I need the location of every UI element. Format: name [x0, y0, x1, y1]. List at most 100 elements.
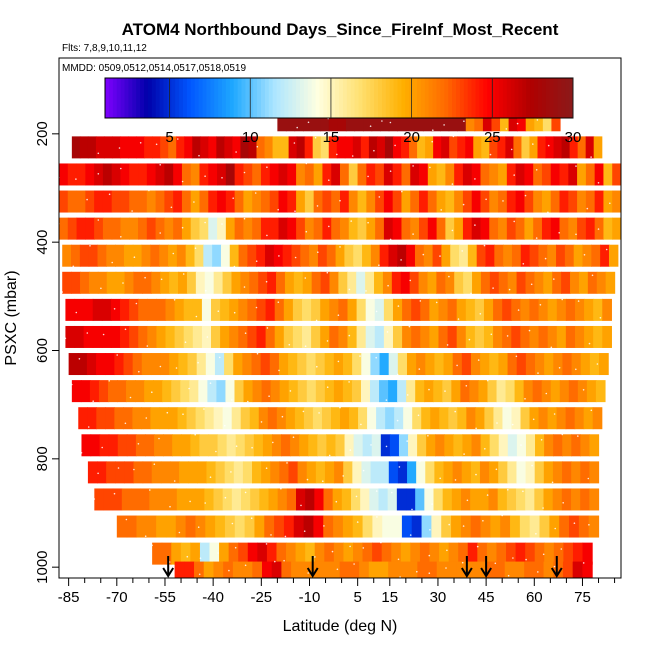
track-point: [428, 388, 430, 391]
heatmap-cell: [261, 561, 273, 578]
heatmap-cell: [434, 353, 445, 376]
heatmap-cell: [362, 244, 372, 267]
heatmap-cell: [159, 244, 169, 267]
colorbar-segment: [155, 78, 161, 118]
track-point: [387, 284, 389, 287]
heatmap-cell: [478, 380, 489, 403]
heatmap-cell: [498, 217, 508, 240]
heatmap-cell: [449, 136, 458, 159]
track-point: [307, 572, 310, 574]
heatmap-cell: [494, 244, 504, 267]
heatmap-cell: [525, 353, 536, 376]
heatmap-cell: [368, 561, 380, 578]
heatmap-cell: [376, 136, 386, 159]
heatmap-cell: [167, 488, 178, 511]
heatmap-cell: [352, 353, 362, 376]
track-point: [177, 138, 179, 140]
track-point: [194, 247, 197, 249]
heatmap-cell: [313, 190, 324, 213]
heatmap-cell: [358, 407, 368, 430]
track-point: [562, 502, 564, 504]
track-point: [195, 315, 198, 318]
track-point: [391, 491, 393, 494]
track-point: [505, 128, 508, 130]
heatmap-cell: [451, 515, 462, 538]
heatmap-cell: [278, 217, 288, 240]
heatmap-cell: [479, 488, 490, 511]
heatmap-cell: [585, 163, 596, 186]
heatmap-cell: [525, 434, 536, 457]
heatmap-cell: [541, 190, 552, 213]
track-point: [316, 365, 318, 368]
colorbar-segment: [565, 78, 570, 118]
track-point: [193, 201, 195, 203]
heatmap-cell: [600, 244, 610, 267]
heatmap-cell: [507, 271, 518, 294]
heatmap-cell: [432, 244, 443, 267]
heatmap-cell: [489, 217, 499, 240]
heatmap-cell: [340, 217, 350, 240]
track-point: [144, 276, 146, 279]
colorbar-segment: [124, 78, 129, 118]
track-point: [454, 479, 457, 481]
track-point: [535, 169, 538, 171]
heatmap-cell: [252, 461, 262, 484]
track-point: [362, 547, 365, 549]
heatmap-cell: [323, 488, 334, 511]
heatmap-cell: [83, 325, 94, 348]
heatmap-cell: [507, 434, 518, 457]
heatmap-cell: [264, 515, 275, 538]
heatmap-cell: [569, 136, 579, 159]
heatmap-cell: [424, 380, 434, 403]
heatmap-cell: [253, 434, 264, 457]
track-point: [294, 256, 297, 259]
track-point: [233, 311, 236, 314]
track-point: [146, 345, 149, 347]
heatmap-cell: [577, 380, 588, 403]
heatmap-cell: [332, 488, 343, 511]
heatmap-cell: [382, 271, 393, 294]
heatmap-cell: [195, 407, 206, 430]
heatmap-cell: [423, 244, 434, 267]
heatmap-cell: [427, 217, 438, 240]
heatmap-cell: [356, 298, 367, 321]
heatmap-cell: [514, 380, 525, 403]
heatmap-cell: [309, 244, 319, 267]
heatmap-cell: [556, 244, 566, 267]
colorbar-segment: [502, 78, 508, 118]
heatmap-cell: [431, 109, 441, 132]
heatmap-cell: [94, 217, 104, 240]
heatmap-cell: [552, 488, 563, 511]
track-point: [124, 328, 127, 331]
heatmap-cell: [441, 244, 451, 267]
track-point: [182, 579, 184, 581]
track-point: [575, 165, 577, 167]
heatmap-cell: [480, 434, 491, 457]
track-point: [97, 152, 100, 155]
heatmap-cell: [564, 244, 575, 267]
heatmap-cell: [375, 217, 385, 240]
track-point: [86, 198, 88, 201]
heatmap-cell: [348, 217, 359, 240]
heatmap-cell: [105, 407, 115, 430]
y-tick-label: 1000: [34, 550, 51, 583]
track-point: [462, 525, 465, 527]
colorbar-segment: [456, 78, 461, 118]
track-point: [553, 565, 556, 568]
heatmap-cell: [224, 353, 234, 376]
heatmap-cell: [422, 109, 433, 132]
colorbar-segment: [432, 78, 437, 118]
track-point: [61, 291, 63, 293]
heatmap-cell: [102, 190, 113, 213]
colorbar-segment: [183, 78, 188, 118]
colorbar-segment: [249, 78, 254, 118]
heatmap-cell: [488, 488, 499, 511]
track-point: [256, 145, 259, 148]
track-point: [198, 154, 200, 157]
colorbar-segment: [284, 78, 289, 118]
track-point: [524, 398, 526, 400]
track-point: [446, 344, 449, 346]
heatmap-cell: [311, 298, 321, 321]
track-point: [373, 149, 375, 152]
heatmap-cell: [462, 434, 473, 457]
